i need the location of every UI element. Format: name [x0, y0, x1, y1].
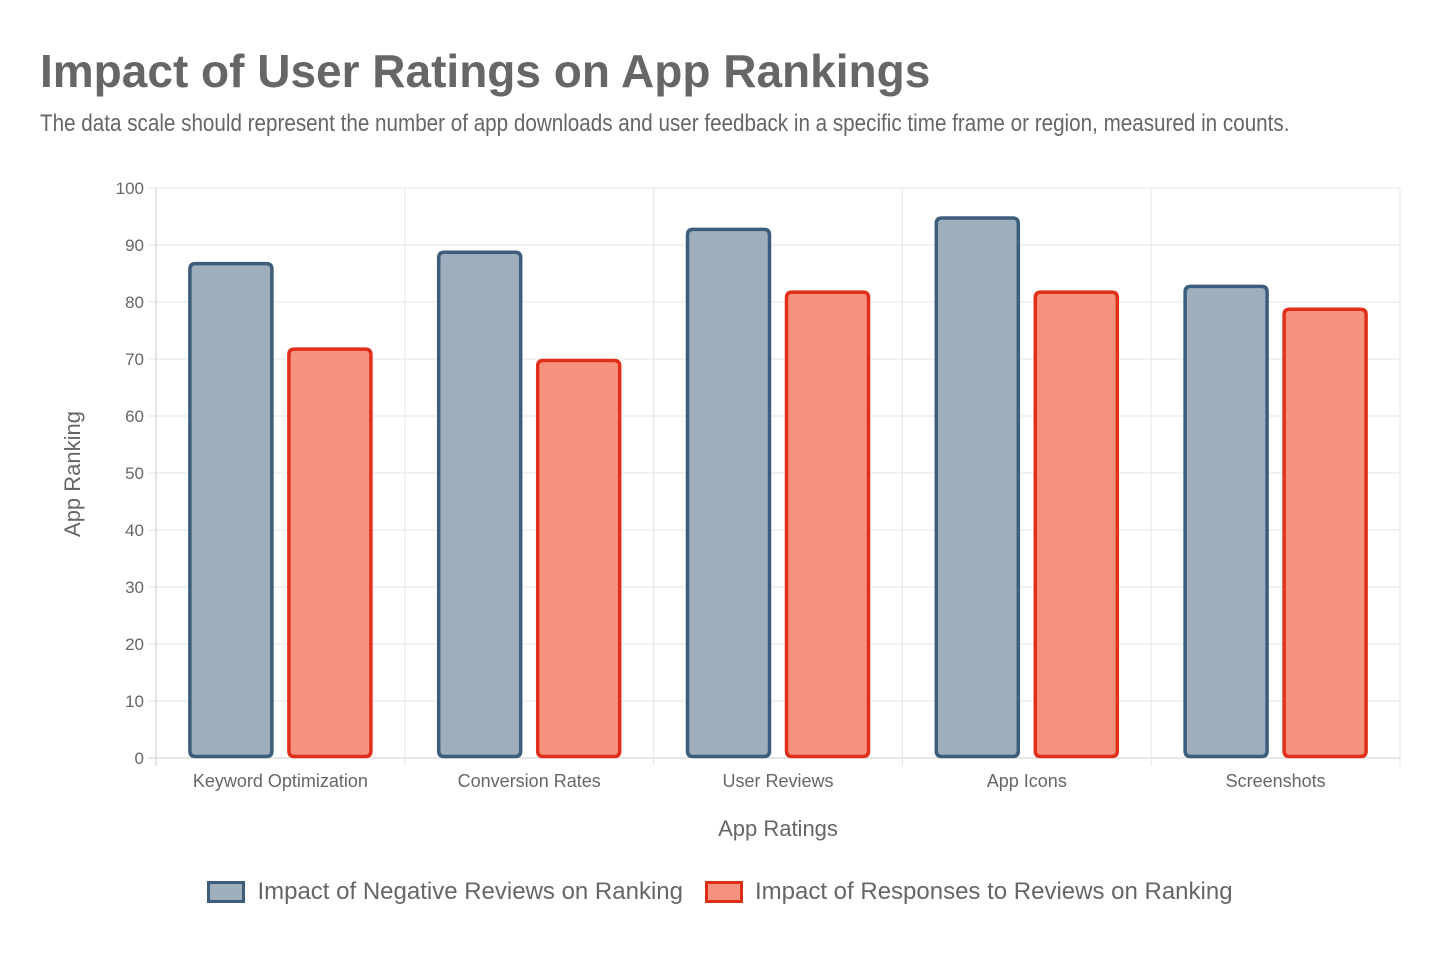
y-axis-title: App Ranking — [60, 411, 85, 537]
y-tick-label: 100 — [116, 179, 144, 198]
legend-swatch-negative-reviews — [207, 881, 246, 903]
y-tick-label: 30 — [125, 578, 144, 597]
bar-layer — [188, 216, 1368, 759]
bar-negative-reviews — [436, 250, 523, 759]
x-tick-label: App Icons — [987, 771, 1067, 791]
bar-responses-to-reviews — [1033, 290, 1120, 759]
bar-chart: 0 10 20 30 40 50 60 70 80 90 100 Keyword Optimizat… — [60, 179, 1401, 841]
bar-negative-reviews — [1183, 284, 1269, 759]
x-axis-title: App Ratings — [718, 816, 838, 841]
bar-negative-reviews — [188, 261, 274, 759]
y-tick-label: 90 — [125, 236, 144, 255]
x-tick-label: Conversion Rates — [458, 771, 601, 791]
x-axis-ticks: Keyword Optimization Conversion Rates User… — [193, 771, 1326, 791]
y-tick-label: 10 — [125, 692, 144, 711]
legend-swatch-responses-to-reviews — [704, 881, 743, 903]
y-axis-ticks: 0 10 20 30 40 50 60 70 80 90 100 — [116, 179, 144, 768]
y-tick-label: 40 — [125, 521, 144, 540]
bar-negative-reviews — [685, 227, 772, 759]
x-tick-label: Keyword Optimization — [193, 771, 368, 791]
bar-responses-to-reviews — [784, 290, 871, 759]
y-tick-label: 0 — [135, 749, 144, 768]
chart-title: Impact of User Ratings on App Rankings — [40, 45, 931, 97]
legend-item-responses-to-reviews[interactable]: Impact of Responses to Reviews on Rankin… — [704, 878, 1233, 906]
legend: Impact of Negative Reviews on Ranking Im… — [0, 878, 1440, 906]
y-tick-label: 70 — [125, 350, 144, 369]
x-tick-label: User Reviews — [722, 771, 833, 791]
legend-label-responses-to-reviews: Impact of Responses to Reviews on Rankin… — [754, 878, 1233, 905]
y-tick-label: 50 — [125, 464, 144, 483]
y-tick-label: 20 — [125, 635, 144, 654]
bar-responses-to-reviews — [1282, 307, 1368, 759]
legend-item-negative-reviews[interactable]: Impact of Negative Reviews on Ranking — [207, 878, 683, 906]
bar-negative-reviews — [934, 216, 1021, 759]
bar-responses-to-reviews — [287, 347, 373, 759]
chart-subtitle: The data scale should represent the numb… — [40, 110, 1290, 137]
x-tick-label: Screenshots — [1226, 771, 1326, 791]
legend-label-negative-reviews: Impact of Negative Reviews on Ranking — [257, 878, 683, 905]
y-tick-label: 80 — [125, 293, 144, 312]
bar-responses-to-reviews — [535, 358, 622, 759]
y-tick-label: 60 — [125, 407, 144, 426]
